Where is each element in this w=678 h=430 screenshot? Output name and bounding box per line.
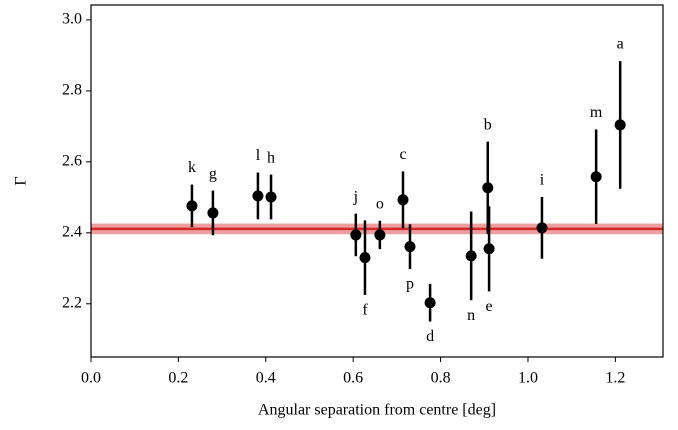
point-label: a — [617, 36, 624, 53]
point-label: c — [399, 146, 406, 163]
x-tick-label: 0.6 — [343, 370, 363, 387]
point-label: p — [406, 276, 414, 293]
data-point — [614, 119, 626, 131]
data-point — [465, 250, 477, 262]
point-label: j — [353, 188, 358, 205]
data-point — [359, 252, 371, 264]
point-label: b — [484, 116, 492, 133]
data-point — [404, 241, 416, 253]
point-label: f — [362, 302, 368, 319]
point-label: m — [590, 104, 603, 121]
y-tick-label: 2.6 — [62, 153, 82, 170]
y-tick-label: 3.0 — [62, 11, 82, 28]
x-tick-label: 0.2 — [168, 370, 188, 387]
x-tick-label: 0.0 — [81, 370, 101, 387]
data-point — [536, 222, 548, 234]
y-tick-label: 2.4 — [62, 223, 82, 240]
x-axis-label: Angular separation from centre [deg] — [258, 402, 496, 419]
x-tick-label: 0.8 — [431, 370, 451, 387]
x-tick-label: 1.0 — [518, 370, 538, 387]
point-label: d — [426, 328, 434, 345]
point-label: i — [540, 172, 545, 189]
data-point — [207, 207, 219, 219]
point-label: k — [188, 159, 196, 176]
data-point — [186, 200, 198, 212]
y-tick-label: 2.2 — [62, 294, 82, 311]
data-point — [374, 229, 386, 241]
point-label: g — [209, 165, 217, 182]
data-point — [482, 182, 494, 194]
data-point — [397, 194, 409, 206]
point-label: n — [467, 307, 475, 324]
data-point — [590, 171, 602, 183]
data-point — [265, 191, 277, 203]
x-tick-label: 1.2 — [605, 370, 625, 387]
data-point — [350, 229, 362, 241]
point-label: h — [267, 149, 275, 166]
plot-frame — [90, 4, 664, 358]
x-tick-label: 0.4 — [256, 370, 276, 387]
data-point — [252, 190, 264, 202]
point-label: o — [376, 195, 384, 212]
data-point — [483, 243, 495, 255]
y-tick-label: 2.8 — [62, 82, 82, 99]
y-axis-label: Γ — [13, 176, 30, 185]
point-label: l — [256, 147, 261, 164]
data-point — [424, 297, 436, 309]
point-label: e — [486, 298, 493, 315]
